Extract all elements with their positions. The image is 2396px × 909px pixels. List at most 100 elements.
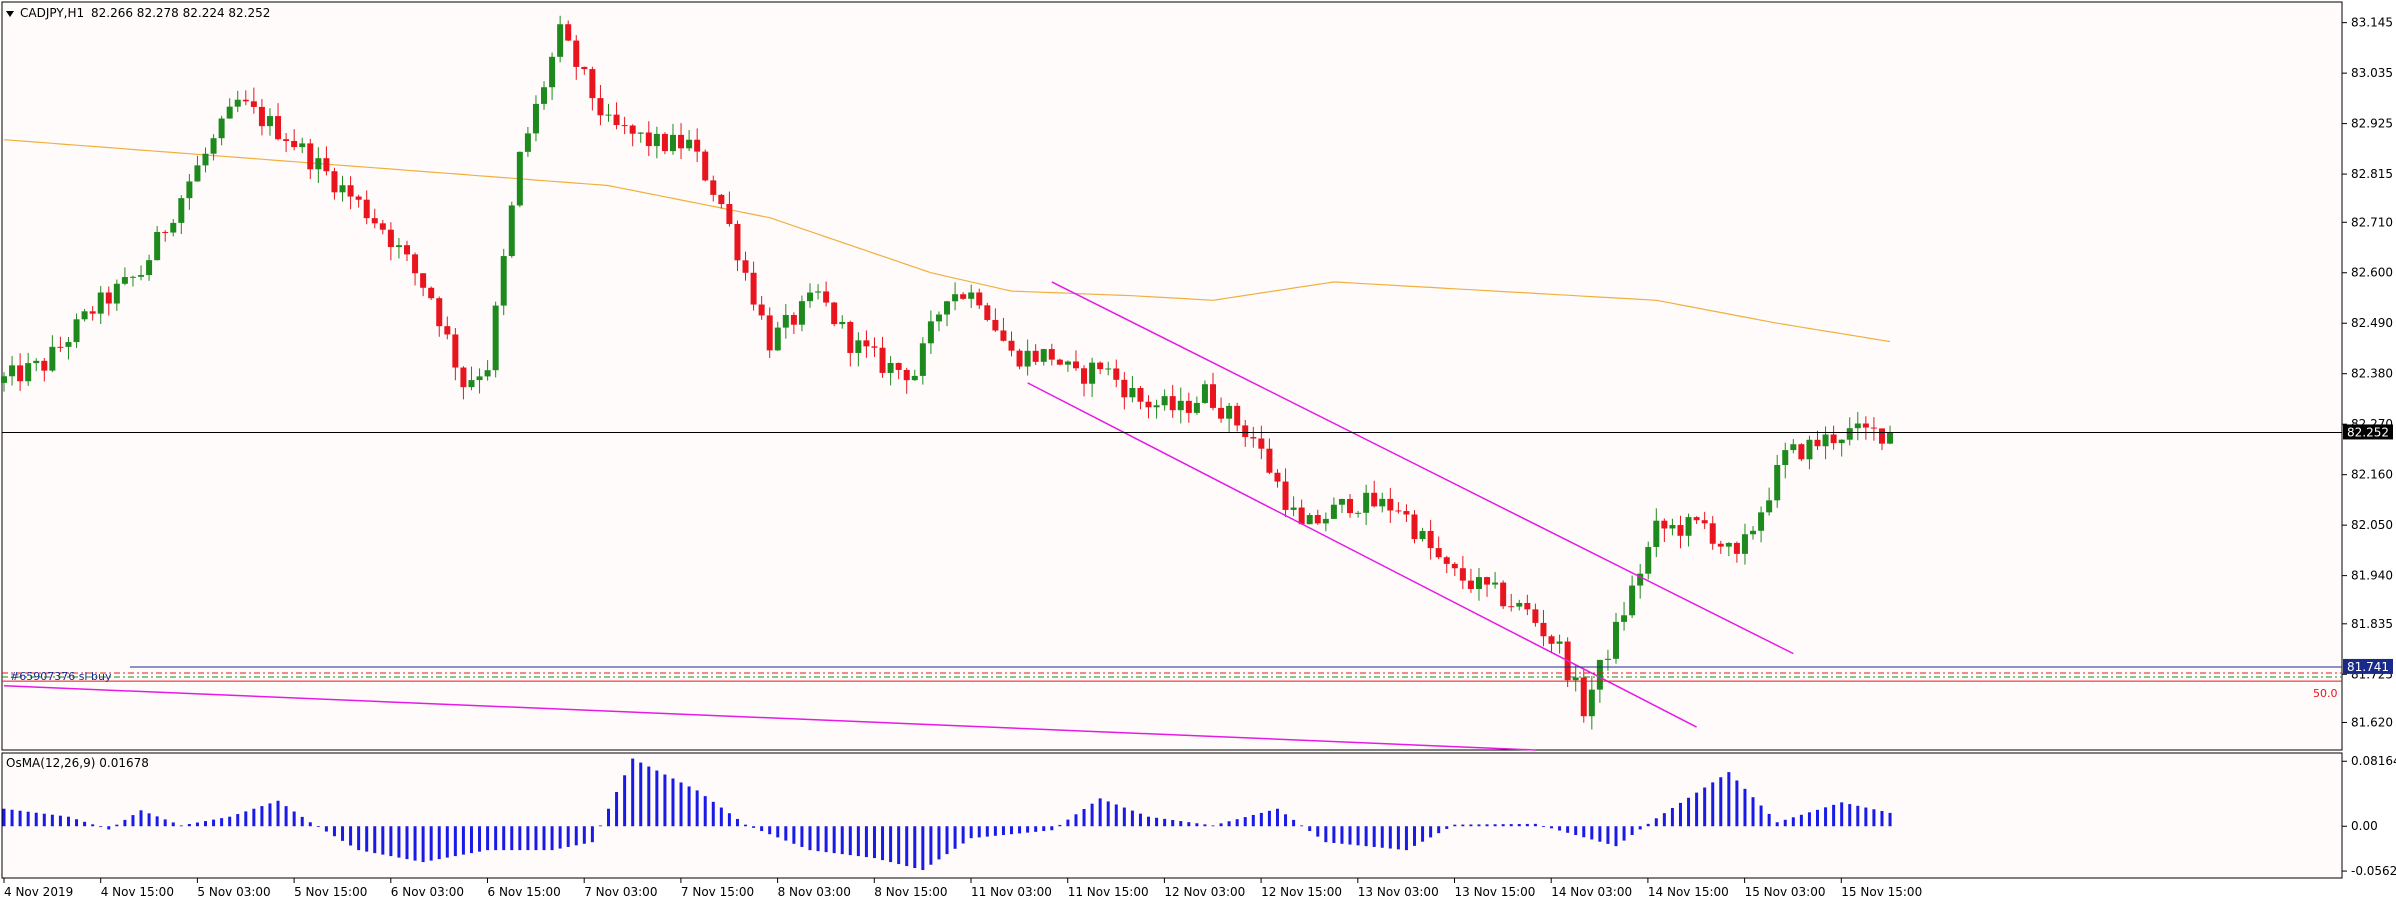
candle-body [404, 245, 410, 255]
osma-bar [1316, 826, 1320, 837]
osma-bar [945, 826, 949, 855]
candle-body [1121, 379, 1128, 398]
osma-bar [429, 826, 433, 861]
osma-bar [1525, 823, 1529, 827]
price-tick-label: 81.835 [2351, 617, 2393, 631]
candle-body [234, 99, 241, 107]
osma-bar [341, 826, 345, 841]
osma-bar [1018, 826, 1022, 834]
price-tick-label: 82.050 [2351, 518, 2393, 532]
osma-bar [107, 826, 111, 830]
candle-body [283, 139, 290, 141]
osma-bar [937, 826, 941, 860]
candle-body [428, 287, 435, 299]
candle-body [984, 305, 991, 320]
candle-body [903, 369, 910, 381]
osma-bar [1888, 812, 1892, 827]
candle-body [927, 321, 934, 344]
candle-body [1516, 602, 1523, 607]
osma-bar [1292, 819, 1296, 827]
osma-bar [969, 826, 973, 839]
osma-bar [1759, 805, 1763, 827]
osma-bar [687, 786, 691, 827]
osma-bar [373, 826, 377, 854]
osma-plot-area[interactable] [1, 752, 2343, 879]
osma-bar [1574, 826, 1578, 836]
channel-lines-layer[interactable] [3, 281, 1794, 751]
osma-bar [1864, 807, 1868, 827]
time-tick-label: 6 Nov 15:00 [488, 885, 561, 899]
osma-bar [163, 819, 167, 827]
osma-bar [1211, 825, 1215, 827]
candle-body [669, 134, 676, 152]
candle-body [1862, 423, 1869, 428]
osma-bar [1654, 818, 1658, 827]
osma-bar [486, 826, 490, 851]
candle-body [532, 103, 539, 134]
osma-bar [123, 819, 127, 827]
candle-body [444, 326, 451, 335]
time-tick-label: 15 Nov 03:00 [1745, 885, 1826, 899]
candle-body [1758, 512, 1765, 531]
time-tick-label: 13 Nov 15:00 [1455, 885, 1536, 899]
candle-body [863, 340, 870, 347]
osma-bar [268, 803, 272, 827]
price-tick-label: 82.380 [2351, 367, 2393, 381]
main-plot-area[interactable] [1, 1, 2343, 751]
osma-bar [1324, 826, 1328, 843]
osma-bar [1799, 814, 1803, 827]
osma-bar [34, 812, 38, 827]
channel-trend-line[interactable] [3, 685, 1536, 751]
candle-body [468, 380, 475, 388]
candle-body [1782, 450, 1789, 466]
channel-trend-line[interactable] [1027, 382, 1697, 728]
osma-bar [1687, 797, 1691, 827]
osma-bar [639, 762, 643, 827]
osma-bar [993, 826, 997, 836]
osma-bar [655, 770, 659, 827]
chart-header: CADJPY,H1 82.266 82.278 82.224 82.252 [6, 6, 270, 20]
price-axis: 83.145 83.035 82.925 82.815 82.710 82.600 82.4… [2341, 2, 2393, 750]
candle-body [49, 346, 56, 371]
price-tick-label: 82.600 [2351, 266, 2393, 280]
osma-bar [1880, 810, 1884, 827]
candle-body [1733, 542, 1740, 554]
time-tick-label: 12 Nov 03:00 [1164, 885, 1245, 899]
candle-body [1709, 523, 1716, 544]
osma-bar [155, 816, 159, 827]
channel-trend-line[interactable] [1051, 281, 1794, 655]
time-tick-label: 14 Nov 15:00 [1648, 885, 1729, 899]
candle-body [1161, 396, 1168, 406]
candle-body [678, 134, 685, 149]
osma-bar [1735, 780, 1739, 827]
candle-body [1355, 512, 1362, 514]
osma-bar [1155, 817, 1159, 827]
osma-bar [526, 826, 530, 851]
candle-body [1072, 361, 1079, 369]
candle-body [1185, 400, 1192, 413]
time-tick-label: 8 Nov 15:00 [874, 885, 947, 899]
osma-bar [719, 807, 723, 827]
candle-body [1419, 530, 1426, 540]
candle-body [1572, 677, 1579, 681]
candle-body [1467, 580, 1474, 589]
osma-bar [1517, 824, 1521, 827]
menu-triangle-icon[interactable] [6, 11, 14, 17]
candle-body [1774, 465, 1781, 501]
osma-bar [1566, 826, 1570, 833]
price-tick-label: 83.035 [2351, 66, 2393, 80]
candle-body [1403, 511, 1410, 515]
osma-bar [671, 778, 675, 827]
osma-bar [1372, 826, 1376, 847]
time-tick-label: 13 Nov 03:00 [1358, 885, 1439, 899]
candle-body [363, 199, 370, 219]
price-levels-layer: 82.252 81.741 [2, 424, 2393, 682]
candle-body [1822, 434, 1829, 447]
candle-body [420, 273, 427, 288]
candle-body [726, 204, 733, 224]
stop-price-value: 81.741 [2347, 660, 2389, 674]
candle-body [1427, 530, 1434, 549]
candle-body [291, 140, 298, 148]
